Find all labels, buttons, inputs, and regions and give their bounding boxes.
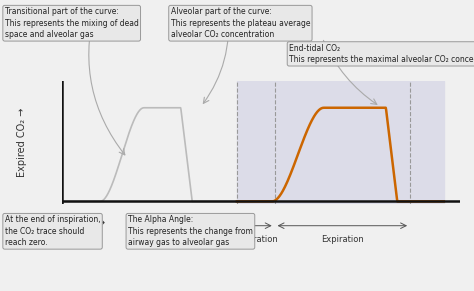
Text: Alveolar part of the curve:
This represents the plateau average
alveolar CO₂ con: Alveolar part of the curve: This represe… xyxy=(171,7,310,39)
Bar xyxy=(237,81,444,204)
Text: End-tidal CO₂
This represents the maximal alveolar CO₂ concentration: End-tidal CO₂ This represents the maxima… xyxy=(289,44,474,64)
Text: At the end of inspiration,
the CO₂ trace should
reach zero.: At the end of inspiration, the CO₂ trace… xyxy=(5,215,100,247)
Text: Expired CO₂ →: Expired CO₂ → xyxy=(17,108,27,177)
Text: Time →: Time → xyxy=(70,218,105,228)
Text: Expiration: Expiration xyxy=(321,235,364,244)
Text: Transitional part of the curve:
This represents the mixing of dead
space and alv: Transitional part of the curve: This rep… xyxy=(5,7,138,39)
Text: Inspiration: Inspiration xyxy=(233,235,278,244)
Text: The Alpha Angle:
This represents the change from
airway gas to alveolar gas: The Alpha Angle: This represents the cha… xyxy=(128,215,253,247)
